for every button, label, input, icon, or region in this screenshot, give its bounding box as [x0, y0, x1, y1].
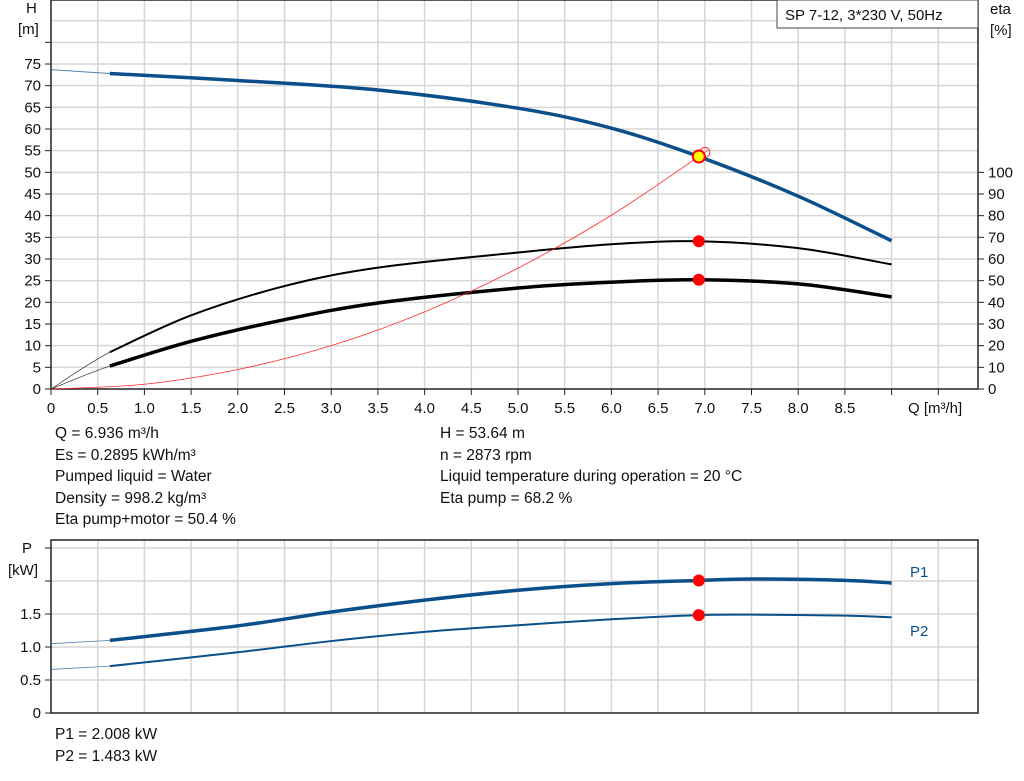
y-tick-label: 10: [24, 338, 41, 355]
top-grid: [51, 0, 978, 389]
top-curves: [50, 69, 893, 390]
legend-box: SP 7-12, 3*230 V, 50Hz: [776, 0, 979, 29]
y-tick-label: 5: [33, 359, 41, 376]
x-tick-label: 4.5: [461, 400, 482, 417]
p2-curve: [109, 613, 892, 668]
head-curve-extension: [50, 69, 110, 75]
x-tick-label: 2.0: [227, 400, 248, 417]
x-tick-label: 0: [47, 400, 55, 417]
x-tick-label: 3.5: [367, 400, 388, 417]
eta-axis-unit: [%]: [990, 22, 1012, 39]
power-plot-frame: [50, 539, 979, 714]
p-tick-label: 0: [33, 705, 41, 722]
duty-point-p1: [692, 574, 705, 587]
x-tick-label: 5.5: [554, 400, 575, 417]
eta-tick-label: 40: [988, 294, 1005, 311]
readout-liquid: Pumped liquid = Water: [55, 468, 212, 485]
y-tick-label: 15: [24, 316, 41, 333]
readout-speed: n = 2873 rpm: [440, 446, 532, 464]
h-axis-unit: [m]: [18, 21, 39, 38]
readouts-left: Q = 6.936 m³/h Es = 0.2895 kWh/m³ Pumped…: [55, 423, 236, 531]
eta-tick-label: 60: [988, 251, 1005, 268]
x-tick-label: 1.0: [134, 400, 155, 417]
readout-flow: Q = 6.936 m³/h: [55, 425, 159, 442]
readout-head: H = 53.64 m: [440, 425, 525, 442]
p1-curve: [109, 577, 892, 643]
x-tick-label: 6.5: [648, 400, 669, 417]
eta-tick-label: 30: [988, 316, 1005, 333]
eta-tick-label: 90: [988, 186, 1005, 203]
y-tick-label: 25: [24, 273, 41, 290]
duty-point-eta-pump: [692, 235, 705, 248]
power-curves: [50, 574, 892, 670]
p2-curve-extension: [50, 665, 110, 670]
duty-point-p2: [692, 609, 705, 622]
y-tick-label: 20: [24, 294, 41, 311]
y-tick-label: 0: [33, 381, 41, 398]
y-tick-label: 50: [24, 164, 41, 181]
eta_pump-curve: [109, 240, 892, 354]
x-tick-label: 8.0: [788, 400, 809, 417]
eta-tick-label: 10: [988, 359, 1005, 376]
p1-curve-extension: [50, 640, 110, 645]
eta-tick-label: 80: [988, 208, 1005, 225]
eta-axis-label: eta: [990, 1, 1012, 18]
h-axis-label: H: [26, 0, 37, 17]
x-tick-label: 4.0: [414, 400, 435, 417]
head-curve: [109, 71, 893, 243]
eta-tick-label: 70: [988, 229, 1005, 246]
x-tick-label: 3.0: [321, 400, 342, 417]
x-tick-label: 1.5: [181, 400, 202, 417]
y-tick-label: 30: [24, 251, 41, 268]
x-tick-label: 8.5: [834, 400, 855, 417]
readout-eta-pump-motor: Eta pump+motor = 50.4 %: [55, 511, 236, 528]
p-axis-label: P: [22, 540, 32, 557]
x-tick-label: 7.5: [741, 400, 762, 417]
power-grid: [51, 540, 978, 713]
x-axis-label: Q [m³/h]: [908, 400, 962, 417]
readouts-right: H = 53.64 m n = 2873 rpm Liquid temperat…: [440, 423, 742, 509]
y-tick-label: 75: [24, 56, 41, 73]
duty-point-eta-pump-motor: [692, 273, 705, 286]
duty-point-head: [691, 149, 706, 164]
readout-energy: Es = 0.2895 kWh/m³: [55, 446, 196, 464]
eta-tick-label: 20: [988, 338, 1005, 355]
y-tick-label: 60: [24, 121, 41, 138]
p-tick-label: 1.0: [20, 639, 41, 656]
plot-frame: [50, 0, 979, 390]
eta-tick-label: 50: [988, 273, 1005, 290]
readouts-power: P1 = 2.008 kW P2 = 1.483 kW: [55, 724, 157, 767]
y-tick-label: 70: [24, 78, 41, 95]
legend-title: SP 7-12, 3*230 V, 50Hz: [785, 7, 943, 24]
system-curve: [50, 150, 708, 390]
x-tick-label: 7.0: [694, 400, 715, 417]
y-tick-label: 45: [24, 186, 41, 203]
y-tick-label: 35: [24, 229, 41, 246]
y-tick-label: 40: [24, 208, 41, 225]
p1-label: P1: [910, 564, 928, 581]
readout-eta-pump: Eta pump = 68.2 %: [440, 489, 573, 507]
readout-p1: P1 = 2.008 kW: [55, 726, 158, 743]
p-tick-label: 0.5: [20, 672, 41, 689]
eta-tick-label: 0: [988, 381, 996, 398]
eta_pump-curve-extension: [50, 351, 111, 390]
x-tick-label: 6.0: [601, 400, 622, 417]
p-tick-label: 1.5: [20, 606, 41, 623]
top-axes: 0 0.5 1.0 1.5 2.0 2.5 3.0 3.5 4.0 4.5 5.0 5.5 6.0 6.5…: [24, 0, 1013, 417]
x-tick-label: 0.5: [87, 400, 108, 417]
power-axes: 0 0.5 1.0 1.5: [20, 539, 979, 722]
p-axis-unit: [kW]: [8, 562, 38, 579]
p2-label: P2: [910, 623, 928, 640]
y-tick-label: 55: [24, 143, 41, 160]
eta_pump_motor-curve: [109, 278, 892, 368]
y-tick-label: 65: [24, 99, 41, 116]
x-tick-label: 2.5: [274, 400, 295, 417]
readout-temperature: Liquid temperature during operation = 20…: [440, 468, 743, 485]
readout-p2: P2 = 1.483 kW: [55, 747, 158, 765]
x-tick-label: 5.0: [508, 400, 529, 417]
eta_pump_motor-curve-extension: [50, 365, 110, 390]
readout-density: Density = 998.2 kg/m³: [55, 489, 207, 507]
eta-tick-label: 100: [988, 164, 1013, 181]
